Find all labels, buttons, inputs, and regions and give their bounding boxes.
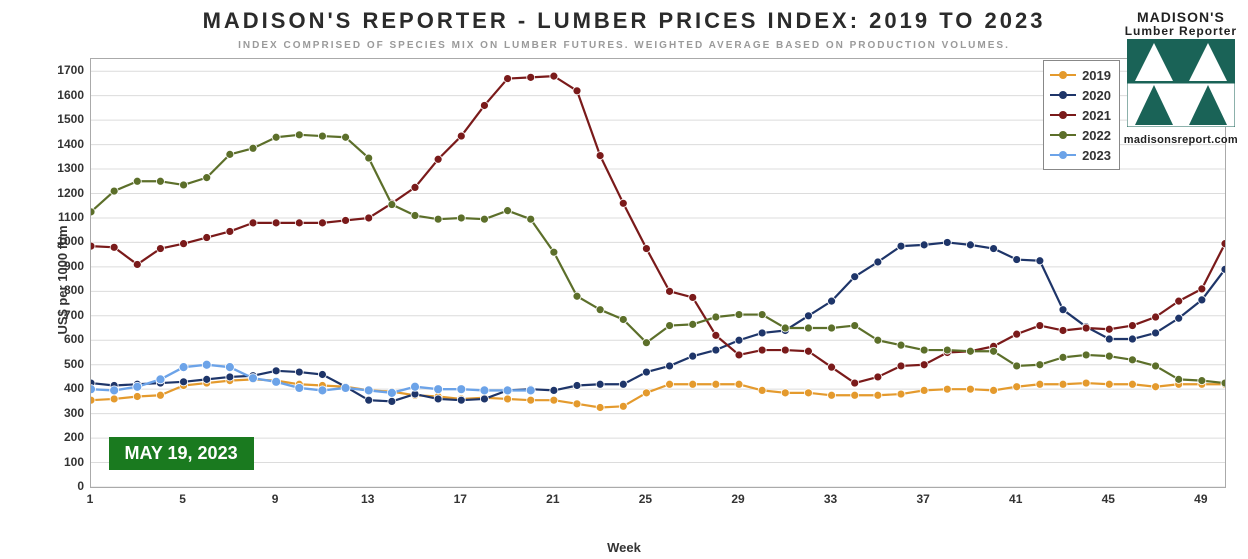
y-tick-label: 1400 — [14, 137, 84, 151]
x-tick-label: 49 — [1194, 492, 1207, 506]
legend-swatch — [1050, 70, 1076, 80]
y-tick-label: 800 — [14, 283, 84, 297]
y-tick-label: 300 — [14, 406, 84, 420]
y-tick-label: 1200 — [14, 186, 84, 200]
legend-swatch — [1050, 130, 1076, 140]
logo: MADISON'S Lumber Reporter madisonsreport… — [1124, 10, 1238, 146]
logo-url: madisonsreport.com — [1124, 134, 1238, 146]
legend-row: 2020 — [1050, 85, 1111, 105]
chart-container: MADISON'S REPORTER - LUMBER PRICES INDEX… — [0, 0, 1248, 559]
y-tick-label: 1300 — [14, 161, 84, 175]
y-tick-label: 400 — [14, 381, 84, 395]
x-tick-label: 33 — [824, 492, 837, 506]
y-tick-label: 1700 — [14, 63, 84, 77]
y-tick-label: 1500 — [14, 112, 84, 126]
x-tick-label: 41 — [1009, 492, 1022, 506]
x-tick-label: 45 — [1102, 492, 1115, 506]
legend-row: 2021 — [1050, 105, 1111, 125]
x-tick-label: 13 — [361, 492, 374, 506]
chart-subtitle: INDEX COMPRISED OF SPECIES MIX ON LUMBER… — [0, 40, 1248, 51]
x-tick-label: 1 — [87, 492, 94, 506]
date-badge: MAY 19, 2023 — [109, 437, 254, 470]
x-tick-label: 5 — [179, 492, 186, 506]
x-tick-label: 25 — [639, 492, 652, 506]
legend-label: 2020 — [1082, 88, 1111, 103]
x-tick-label: 29 — [731, 492, 744, 506]
x-axis-label: Week — [0, 540, 1248, 555]
y-tick-label: 600 — [14, 332, 84, 346]
legend-row: 2023 — [1050, 145, 1111, 165]
legend-swatch — [1050, 90, 1076, 100]
legend-swatch — [1050, 150, 1076, 160]
logo-line2: Lumber Reporter — [1124, 25, 1238, 38]
x-tick-label: 17 — [454, 492, 467, 506]
y-tick-label: 700 — [14, 308, 84, 322]
logo-line1: MADISON'S — [1124, 10, 1238, 25]
y-tick-label: 1100 — [14, 210, 84, 224]
y-tick-label: 900 — [14, 259, 84, 273]
x-tick-label: 9 — [272, 492, 279, 506]
y-tick-label: 100 — [14, 455, 84, 469]
x-tick-label: 21 — [546, 492, 559, 506]
legend: 2019 2020 2021 2022 2023 — [1043, 60, 1120, 170]
y-tick-label: 1600 — [14, 88, 84, 102]
x-tick-label: 37 — [916, 492, 929, 506]
legend-row: 2019 — [1050, 65, 1111, 85]
logo-trees-svg — [1127, 39, 1235, 127]
y-tick-label: 1000 — [14, 234, 84, 248]
chart-title: MADISON'S REPORTER - LUMBER PRICES INDEX… — [0, 8, 1248, 34]
y-tick-label: 200 — [14, 430, 84, 444]
legend-label: 2019 — [1082, 68, 1111, 83]
legend-label: 2022 — [1082, 128, 1111, 143]
legend-label: 2023 — [1082, 148, 1111, 163]
y-tick-label: 0 — [14, 479, 84, 493]
y-tick-label: 500 — [14, 357, 84, 371]
legend-label: 2021 — [1082, 108, 1111, 123]
legend-row: 2022 — [1050, 125, 1111, 145]
legend-swatch — [1050, 110, 1076, 120]
